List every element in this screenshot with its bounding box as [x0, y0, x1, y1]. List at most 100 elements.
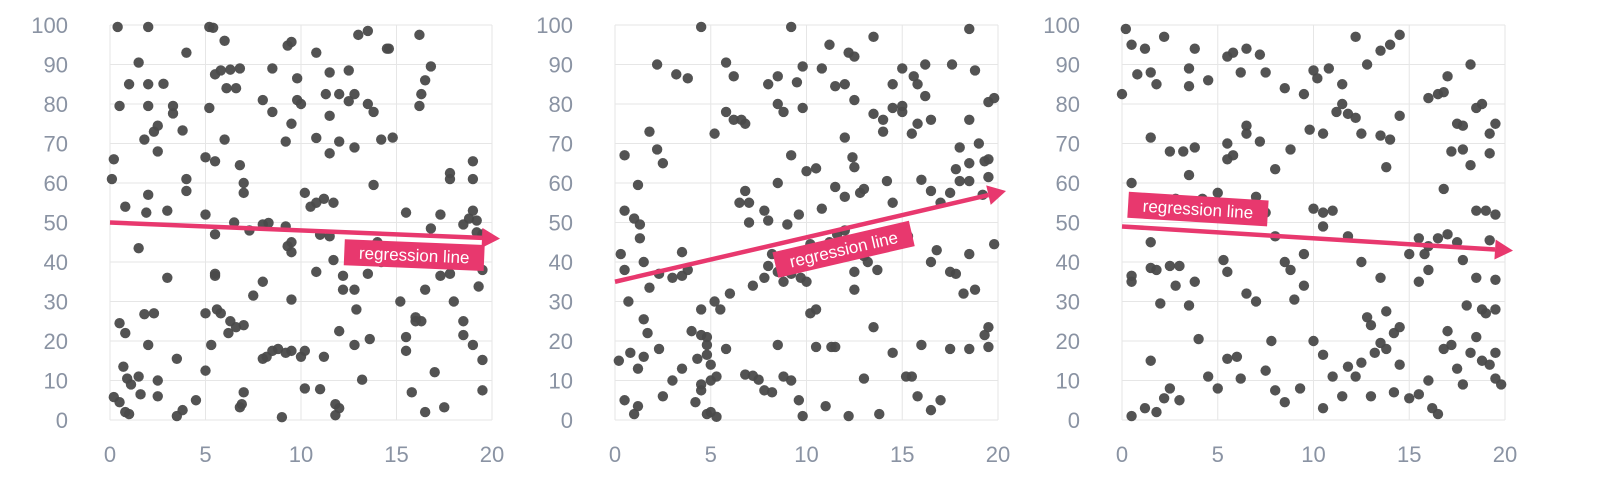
scatter-point: [311, 266, 322, 278]
scatter-point: [343, 96, 354, 107]
scatter-point: [1394, 29, 1405, 41]
scatter-point: [114, 100, 125, 112]
scatter-point: [988, 239, 1000, 250]
scatter-point: [682, 73, 693, 84]
scatter-point: [143, 21, 154, 33]
scatter-point: [695, 385, 707, 396]
scatter-point: [458, 329, 469, 341]
scatter-point: [1279, 397, 1290, 408]
scatter-point: [143, 189, 154, 201]
scatter-point: [314, 383, 326, 395]
scatter-point: [123, 79, 135, 90]
scatter-point: [979, 156, 990, 167]
scatter-point: [162, 272, 173, 283]
scatter-point: [1235, 67, 1246, 78]
scatter-point: [793, 209, 805, 220]
scatter-point: [715, 304, 726, 315]
scatter-point: [1365, 320, 1377, 331]
scatter-point: [1404, 248, 1415, 260]
scatter-point: [225, 64, 236, 75]
scatter-point: [181, 47, 192, 58]
scatter-point: [912, 79, 923, 90]
scatter-point: [695, 329, 707, 341]
scatter-point: [964, 175, 975, 187]
scatter-point: [615, 248, 626, 260]
scatter-point: [1465, 347, 1476, 359]
scatter-point: [644, 282, 655, 293]
scatter-point: [944, 343, 956, 355]
scatter-point: [830, 181, 841, 193]
scatter-point: [425, 61, 437, 72]
scatter-point: [1158, 393, 1170, 404]
y-tick-label: 70: [549, 132, 573, 157]
scatter-point: [467, 156, 479, 167]
scatter-point: [925, 404, 937, 416]
scatter-point: [1375, 45, 1386, 56]
scatter-point: [868, 108, 879, 120]
x-tick-label: 0: [609, 442, 621, 467]
scatter-point: [763, 260, 774, 272]
scatter-point: [1298, 280, 1310, 291]
scatter-point: [1394, 110, 1405, 122]
scatter-point: [167, 100, 179, 112]
scatter-point: [1164, 146, 1176, 157]
scatter-point: [1471, 272, 1482, 283]
scatter-point: [824, 39, 835, 50]
scatter-point: [135, 389, 146, 400]
x-tick-label: 20: [1493, 442, 1517, 467]
scatter-point: [797, 102, 808, 114]
scatter-point: [657, 158, 669, 169]
scatter-point: [177, 125, 188, 136]
scatter-point: [805, 308, 816, 319]
scatter-point: [362, 98, 374, 110]
scatter-point: [206, 339, 217, 351]
scatter-point: [908, 71, 919, 82]
scatter-point: [1432, 408, 1444, 420]
scatter-point: [705, 375, 716, 386]
scatter-point: [1235, 373, 1246, 384]
scatter-point: [1285, 264, 1296, 276]
scatter-point: [1294, 383, 1306, 394]
scatter-point: [1442, 229, 1453, 240]
scatter-point: [1457, 144, 1469, 155]
scatter-point: [1438, 86, 1449, 98]
scatter-point: [1342, 361, 1354, 372]
scatter-point: [810, 163, 822, 174]
scatter-point: [286, 345, 297, 357]
scatter-point: [234, 63, 246, 74]
scatter-point: [1369, 347, 1380, 359]
scatter-point: [139, 308, 150, 320]
scatter-point: [1308, 65, 1319, 76]
scatter-point: [634, 233, 646, 244]
scatter-point: [701, 349, 713, 361]
scatter-point: [356, 374, 368, 385]
scatter-point: [1317, 128, 1329, 139]
scatter-point: [801, 276, 812, 287]
regression-label-box: [1127, 191, 1269, 227]
scatter-point: [1202, 75, 1214, 86]
scatter-point: [1178, 146, 1189, 157]
y-tick-label: 0: [1068, 408, 1080, 433]
regression-label-text: regression line: [359, 244, 470, 268]
scatter-point: [228, 217, 240, 228]
scatter-point: [282, 40, 293, 51]
y-tick-label: 60: [44, 171, 68, 196]
scatter-point: [747, 280, 759, 291]
scatter-point: [1139, 402, 1151, 414]
scatter-point: [638, 314, 649, 325]
scatter-point: [1490, 118, 1501, 129]
scatter-point: [1356, 128, 1367, 139]
scatter-point: [1151, 264, 1162, 276]
scatter-point: [1365, 391, 1377, 402]
y-tick-label: 30: [1056, 290, 1080, 315]
scatter-point: [123, 408, 135, 420]
scatter-point: [1350, 112, 1361, 124]
scatter-point: [858, 183, 870, 195]
scatter-point: [1304, 124, 1315, 135]
scatter-point: [324, 110, 335, 122]
scatter-point: [1327, 371, 1338, 382]
scatter-point: [351, 304, 362, 315]
scatter-point: [1155, 298, 1166, 309]
scatter-point: [887, 347, 898, 359]
scatter-point: [234, 402, 246, 413]
